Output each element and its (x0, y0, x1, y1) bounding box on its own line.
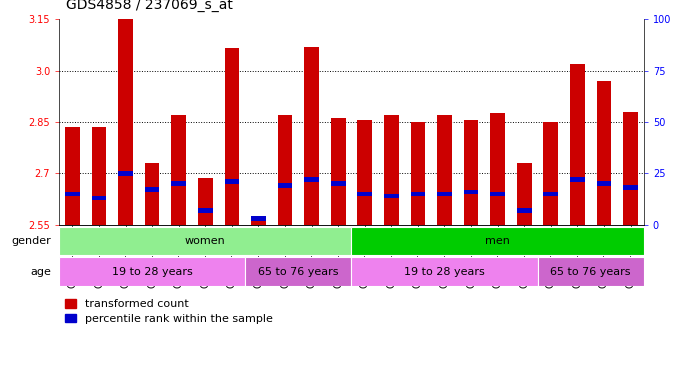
Bar (464, 190, 478, 194)
Bar (537, 257, 644, 286)
Bar (225, 48, 239, 225)
Bar (92, 127, 106, 225)
Bar (331, 119, 345, 225)
Bar (59, 257, 245, 286)
Bar (225, 179, 239, 184)
Bar (278, 183, 292, 188)
Bar (596, 181, 611, 186)
Bar (118, 171, 133, 175)
Bar (544, 122, 558, 225)
Bar (464, 120, 478, 225)
Bar (145, 163, 159, 225)
Bar (304, 177, 319, 182)
Bar (411, 192, 425, 196)
Bar (171, 115, 186, 225)
Text: women: women (185, 236, 226, 246)
Bar (278, 115, 292, 225)
Text: 65 to 76 years: 65 to 76 years (551, 266, 631, 277)
Bar (351, 257, 537, 286)
Text: GDS4858 / 237069_s_at: GDS4858 / 237069_s_at (66, 0, 233, 12)
Text: 19 to 28 years: 19 to 28 years (404, 266, 485, 277)
Bar (351, 227, 644, 255)
Bar (596, 81, 611, 225)
Bar (145, 187, 159, 192)
Bar (384, 115, 399, 225)
Legend: transformed count, percentile rank within the sample: transformed count, percentile rank withi… (65, 299, 273, 324)
Bar (251, 216, 266, 221)
Bar (358, 192, 372, 196)
Bar (245, 257, 351, 286)
Bar (570, 64, 585, 225)
Bar (570, 177, 585, 182)
Bar (251, 220, 266, 225)
Bar (491, 192, 505, 196)
Bar (517, 208, 532, 212)
Bar (171, 181, 186, 186)
Bar (623, 112, 638, 225)
Bar (198, 208, 213, 212)
Bar (437, 115, 452, 225)
Bar (384, 194, 399, 198)
Text: 19 to 28 years: 19 to 28 years (112, 266, 193, 277)
Bar (411, 122, 425, 225)
Bar (304, 46, 319, 225)
Bar (544, 192, 558, 196)
Bar (491, 113, 505, 225)
Bar (65, 192, 80, 196)
Text: age: age (31, 266, 52, 277)
Bar (198, 179, 213, 225)
Bar (59, 227, 351, 255)
Text: 65 to 76 years: 65 to 76 years (258, 266, 338, 277)
Text: men: men (485, 236, 510, 246)
Bar (331, 181, 345, 186)
Bar (358, 120, 372, 225)
Bar (623, 185, 638, 190)
Bar (437, 192, 452, 196)
Bar (92, 196, 106, 200)
Text: gender: gender (11, 236, 52, 246)
Bar (517, 163, 532, 225)
Bar (118, 0, 133, 225)
Bar (65, 127, 80, 225)
